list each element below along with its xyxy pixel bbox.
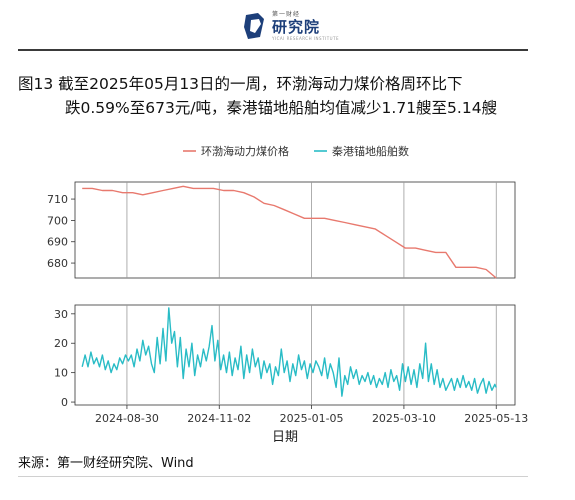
- header-divider: [18, 49, 528, 51]
- line-chart: 环渤海动力煤价格 秦港锚地船舶数 680 690 700 710 0 10 20 30 2024-0…: [47, 144, 528, 445]
- logo-mark-icon: [244, 13, 264, 39]
- legend-label-anchorage-ships: 秦港锚地船舶数: [332, 144, 409, 158]
- ships-y-tick-label: 30: [54, 308, 68, 321]
- yicai-logo: 第一财经 研究院 YICAI RESEARCH INSTITUTE: [242, 8, 339, 44]
- figure-title-line1: 图13 截至2025年05月13日的一周，环渤海动力煤价格周环比下: [18, 75, 463, 93]
- source-note: 来源：第一财经研究院、Wind: [18, 456, 194, 471]
- ships-y-tick-label: 10: [54, 367, 68, 380]
- price-y-tick-label: 690: [47, 236, 68, 249]
- price-y-tick-label: 680: [47, 257, 68, 270]
- legend-label-coal-price: 环渤海动力煤价格: [201, 144, 289, 158]
- x-tick-label: 2025-03-10: [372, 412, 436, 425]
- price-y-tick-label: 700: [47, 214, 68, 227]
- logo-main-text: 研究院: [272, 17, 321, 36]
- x-tick-label: 2024-08-30: [95, 412, 159, 425]
- x-tick-label: 2024-11-02: [187, 412, 251, 425]
- logo-small-text: 第一财经: [272, 10, 301, 18]
- report-header: 第一财经 研究院 YICAI RESEARCH INSTITUTE: [0, 0, 575, 60]
- x-tick-label: 2025-01-05: [280, 412, 344, 425]
- ships-panel-frame: [74, 304, 516, 406]
- x-axis-title: 日期: [272, 430, 298, 445]
- x-tick-label: 2025-05-13: [464, 412, 528, 425]
- price-panel-frame: [74, 181, 516, 279]
- series-line-coal-price: [82, 185, 497, 279]
- figure-title: 图13 截至2025年05月13日的一周，环渤海动力煤价格周环比下 跌0.59%…: [18, 72, 528, 120]
- ships-y-tick-label: 20: [54, 337, 68, 350]
- figure-title-line2: 跌0.59%至673元/吨，秦港锚地船舶均值减少1.71艘至5.14艘: [65, 99, 498, 117]
- footer-divider: [18, 476, 528, 477]
- series-line-anchorage-ships: [81, 307, 497, 397]
- ships-y-tick-label: 0: [61, 396, 68, 409]
- logo-sub-text: YICAI RESEARCH INSTITUTE: [272, 35, 340, 41]
- price-y-tick-label: 710: [47, 193, 68, 206]
